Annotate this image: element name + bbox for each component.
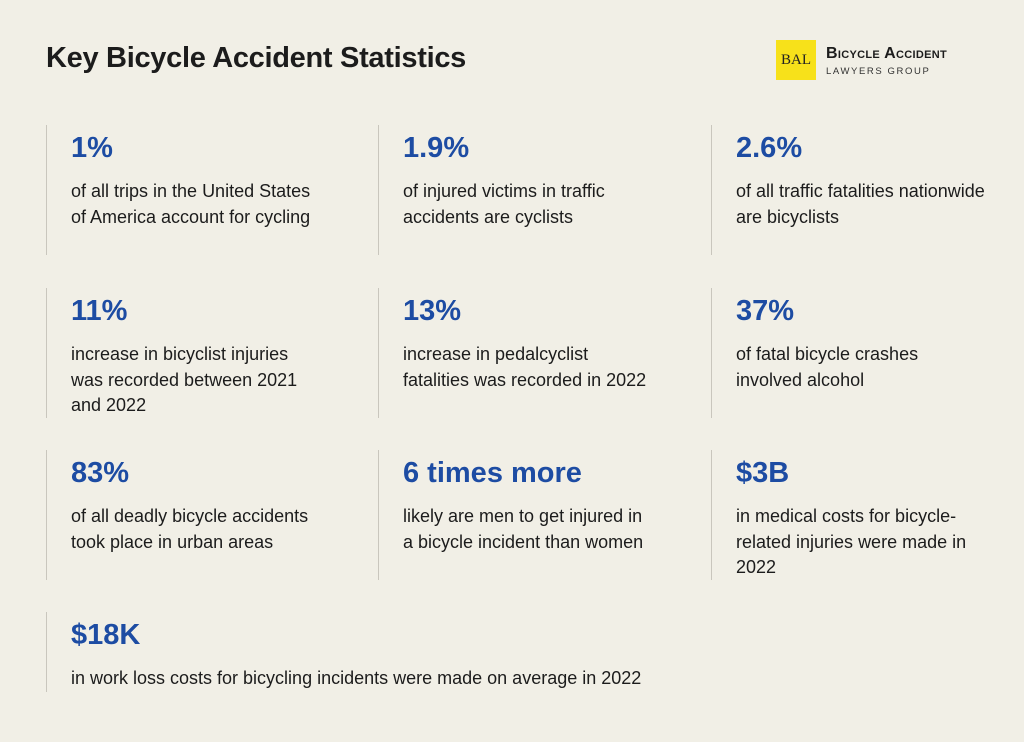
stat-description: of all deadly bicycle accidents took pla… [71, 506, 309, 552]
stat-value: 6 times more [403, 457, 582, 489]
stat-value: 2.6% [736, 132, 803, 164]
stat-card: 1.9% of injured victims in traffic accide… [378, 125, 653, 255]
stat-value: 1% [71, 132, 113, 164]
title: Key Bicycle Accident Statistics [46, 42, 466, 74]
stat-card: 37% of fatal bicycle crashes involved alc… [711, 288, 986, 418]
stat-value: 37% [736, 295, 795, 327]
stat-card: 6 times more likely are men to get injure… [378, 450, 653, 580]
stat-value: 11% [71, 295, 128, 327]
stat-card: 13% increase in pedalcyclist fatalities w… [378, 288, 653, 418]
stat-card: $18K in work loss costs for bicycling inc… [46, 612, 771, 692]
stat-description: of fatal bicycle crashes involved alcoho… [736, 344, 919, 390]
stat-value: 1.9% [403, 132, 470, 164]
logo-name: Bicycle Accident [826, 45, 947, 62]
stat-card: 83% of all deadly bicycle accidents took … [46, 450, 321, 580]
stat-description: in work loss costs for bicycling inciden… [71, 668, 642, 688]
stat-description: of all trips in the United States of Ame… [71, 181, 311, 227]
stat-value: $3B [736, 457, 790, 489]
stat-description: of injured victims in traffic accidents … [403, 181, 605, 227]
stat-card: 1% of all trips in the United States of A… [46, 125, 321, 255]
stat-card: 11% increase in bicyclist injuries was re… [46, 288, 321, 418]
stat-card: $3B in medical costs for bicycle-related … [711, 450, 986, 580]
logo-mark: BAL [776, 40, 816, 80]
stat-value: $18K [71, 619, 141, 651]
stat-card: 2.6% of all traffic fatalities nationwide… [711, 125, 986, 255]
stat-description: in medical costs for bicycle-related inj… [736, 506, 967, 577]
stat-description: likely are men to get injured in a bicyc… [403, 506, 644, 552]
stat-value: 83% [71, 457, 130, 489]
logo-subtitle: LAWYERS GROUP [826, 66, 931, 77]
stat-description: increase in pedalcyclist fatalities was … [403, 344, 647, 390]
stat-description: of all traffic fatalities nationwide are… [736, 181, 985, 227]
stat-value: 13% [403, 295, 462, 327]
stat-description: increase in bicyclist injuries was recor… [71, 344, 298, 415]
